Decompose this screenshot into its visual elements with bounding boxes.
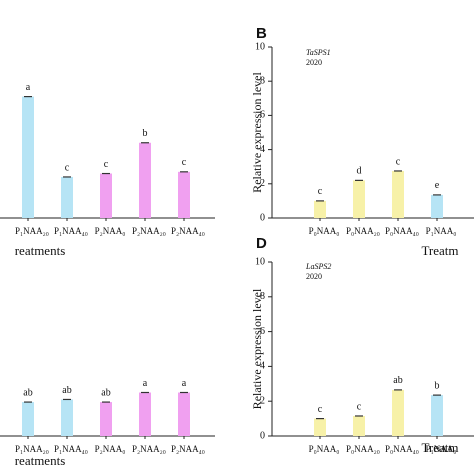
y-axis-label: Relative expression level [250,72,264,193]
x-axis-label: reatments [15,453,66,468]
bar [100,402,112,436]
bar [61,399,73,436]
significance-letter: b [143,128,148,139]
x-tick-label: P₂NAA₂₀ [132,444,166,454]
x-axis-label: Treatm [421,440,458,455]
gene-annotation: TaSPS1 [306,48,331,57]
y-tick-label: 2 [260,395,265,406]
panel-label: D [256,235,267,252]
x-tick-label: P₀NAA₂₀ [346,444,380,454]
significance-letter: d [357,166,362,177]
significance-letter: e [435,180,440,191]
y-tick-label: 8 [260,75,265,86]
year-annotation: 2020 [306,58,322,67]
significance-letter: c [396,156,401,167]
significance-letter: c [318,186,323,197]
bar [392,389,404,436]
x-tick-label: P₁NAA₂₀ [15,226,49,236]
significance-letter: c [104,159,109,170]
significance-letter: ab [62,385,71,396]
bar [100,173,112,218]
y-tick-label: 6 [260,110,265,121]
significance-letter: a [143,378,148,389]
year-annotation: 2020 [306,272,322,281]
y-tick-label: 4 [260,144,265,155]
y-tick-label: 0 [260,212,265,223]
x-tick-label: P₁NAA₂₀ [15,444,49,454]
x-tick-label: P₂NAA₀ [95,444,126,454]
x-tick-label: P₁NAA₀ [426,226,457,236]
x-tick-label: P₁NAA₄₀ [54,444,88,454]
significance-letter: c [182,157,187,168]
y-tick-label: 8 [260,291,265,302]
significance-letter: b [435,380,440,391]
bar [178,171,190,218]
bar [22,402,34,436]
x-tick-label: P₀NAA₀ [309,444,340,454]
y-axis-label: Relative expression level [250,288,264,409]
significance-letter: a [182,378,187,389]
bar [178,392,190,436]
gene-annotation: LaSPS2 [305,262,331,271]
bar [139,392,151,436]
significance-letter: ab [23,387,32,398]
x-axis-label: reatments [15,243,66,258]
x-tick-label: P₀NAA₂₀ [346,226,380,236]
bar [431,194,443,218]
y-tick-label: 0 [260,430,265,441]
bar [353,415,365,436]
bar [139,142,151,218]
bar [314,418,326,436]
significance-letter: c [357,401,362,412]
y-tick-label: 4 [260,361,265,372]
x-axis-label: Treatm [421,243,458,258]
bar [61,176,73,218]
panel-label: B [256,25,267,42]
y-tick-label: 10 [255,256,265,267]
x-tick-label: P₀NAA₄₀ [385,226,419,236]
bar [431,395,443,436]
x-tick-label: P₀NAA₀ [309,226,340,236]
y-tick-label: 10 [255,41,265,52]
x-tick-label: P₁NAA₀ [426,444,457,454]
x-tick-label: P₂NAA₂₀ [132,226,166,236]
bar [353,180,365,218]
y-tick-label: 6 [260,326,265,337]
significance-letter: c [318,404,323,415]
bar [392,170,404,218]
bar [314,200,326,218]
significance-letter: ab [393,375,402,386]
bar [22,96,34,218]
x-tick-label: P₂NAA₀ [95,226,126,236]
significance-letter: a [26,82,31,93]
significance-letter: c [65,162,70,173]
y-tick-label: 2 [260,178,265,189]
x-tick-label: P₂NAA₄₀ [171,444,205,454]
x-tick-label: P₀NAA₄₀ [385,444,419,454]
significance-letter: ab [101,387,110,398]
x-tick-label: P₁NAA₄₀ [54,226,88,236]
x-tick-label: P₂NAA₄₀ [171,226,205,236]
